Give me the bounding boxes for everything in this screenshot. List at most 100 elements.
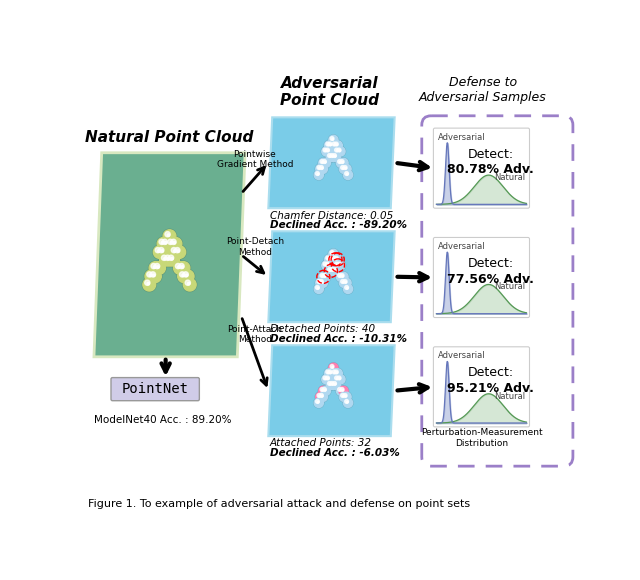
Circle shape [318, 164, 328, 174]
Circle shape [152, 261, 166, 275]
Circle shape [343, 398, 353, 408]
Circle shape [338, 387, 342, 392]
Circle shape [326, 153, 335, 161]
Circle shape [316, 400, 319, 403]
Circle shape [159, 253, 173, 267]
Circle shape [336, 150, 338, 151]
Circle shape [331, 141, 340, 150]
Text: Natural: Natural [493, 392, 525, 401]
Circle shape [342, 167, 344, 169]
Circle shape [332, 256, 336, 260]
Circle shape [168, 237, 182, 251]
Polygon shape [94, 153, 245, 357]
Circle shape [322, 389, 323, 391]
Circle shape [317, 287, 319, 289]
Circle shape [334, 256, 338, 260]
Circle shape [342, 389, 344, 391]
Circle shape [321, 386, 330, 396]
Circle shape [337, 148, 341, 152]
Circle shape [188, 282, 190, 285]
Circle shape [180, 270, 195, 283]
Circle shape [153, 245, 167, 259]
Circle shape [314, 284, 323, 293]
Circle shape [163, 253, 177, 267]
Circle shape [336, 375, 345, 384]
Circle shape [156, 245, 170, 259]
Circle shape [316, 164, 325, 173]
Circle shape [317, 173, 319, 175]
Circle shape [339, 272, 349, 282]
Circle shape [162, 239, 168, 244]
Circle shape [340, 280, 344, 284]
Circle shape [318, 386, 328, 396]
Circle shape [328, 144, 330, 146]
Circle shape [318, 164, 328, 173]
Circle shape [326, 266, 335, 276]
Circle shape [342, 281, 344, 283]
Circle shape [330, 154, 334, 157]
Circle shape [321, 395, 323, 397]
Circle shape [166, 253, 179, 266]
Circle shape [334, 155, 336, 157]
Circle shape [324, 150, 326, 151]
Circle shape [160, 237, 173, 251]
Circle shape [342, 164, 351, 174]
Circle shape [339, 158, 349, 168]
Circle shape [329, 269, 331, 271]
Circle shape [333, 374, 343, 385]
Circle shape [336, 372, 338, 374]
Circle shape [333, 382, 337, 385]
Circle shape [328, 142, 332, 146]
Circle shape [165, 237, 179, 251]
Circle shape [159, 239, 164, 244]
Circle shape [328, 267, 332, 271]
Circle shape [339, 164, 349, 173]
Circle shape [328, 154, 332, 157]
Circle shape [337, 158, 346, 168]
Circle shape [161, 255, 167, 260]
Circle shape [177, 270, 191, 283]
Circle shape [314, 171, 323, 180]
Circle shape [324, 146, 334, 157]
Circle shape [340, 394, 344, 397]
Circle shape [157, 266, 159, 268]
Circle shape [334, 144, 335, 146]
Circle shape [331, 380, 341, 390]
Circle shape [159, 248, 164, 253]
Circle shape [332, 252, 333, 254]
Circle shape [331, 266, 341, 276]
Circle shape [332, 142, 336, 146]
Circle shape [339, 386, 348, 396]
Circle shape [339, 164, 349, 174]
Circle shape [179, 263, 184, 269]
Circle shape [324, 374, 334, 385]
Circle shape [334, 370, 338, 374]
Circle shape [150, 272, 156, 277]
Circle shape [324, 276, 326, 277]
Circle shape [342, 164, 351, 173]
Text: Adversarial: Adversarial [438, 242, 486, 251]
Circle shape [178, 266, 180, 268]
Circle shape [336, 261, 345, 270]
Circle shape [320, 160, 324, 164]
Circle shape [339, 158, 348, 168]
Circle shape [316, 392, 325, 402]
Circle shape [340, 166, 344, 169]
Circle shape [330, 258, 332, 259]
Circle shape [333, 154, 337, 157]
Circle shape [319, 386, 328, 396]
Circle shape [171, 258, 173, 260]
Circle shape [329, 155, 331, 157]
Circle shape [326, 148, 330, 152]
Circle shape [321, 260, 332, 270]
Circle shape [345, 400, 349, 403]
Circle shape [317, 401, 319, 403]
Circle shape [339, 150, 340, 151]
Circle shape [326, 376, 330, 380]
Circle shape [345, 172, 349, 175]
Text: Natural Point Cloud: Natural Point Cloud [85, 130, 253, 145]
Circle shape [148, 270, 161, 282]
Circle shape [185, 280, 191, 285]
Text: Declined Acc. : -89.20%: Declined Acc. : -89.20% [270, 220, 407, 230]
Circle shape [145, 280, 150, 285]
